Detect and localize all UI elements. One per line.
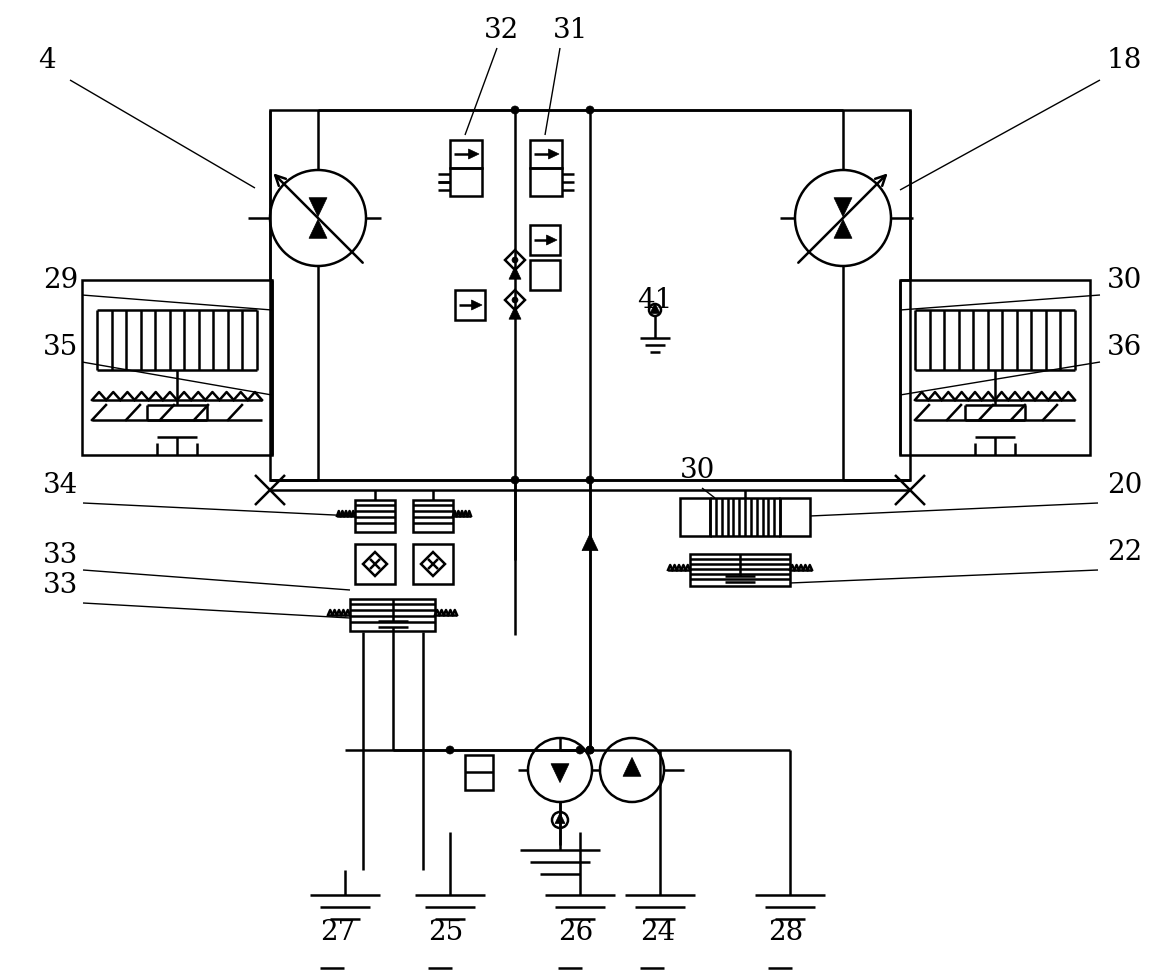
Polygon shape bbox=[555, 813, 565, 823]
Circle shape bbox=[511, 106, 519, 114]
Bar bbox=[270, 110, 909, 480]
Circle shape bbox=[586, 476, 594, 484]
Bar bbox=[690, 554, 790, 586]
Bar bbox=[350, 599, 435, 631]
Bar bbox=[413, 500, 454, 532]
Polygon shape bbox=[623, 757, 641, 776]
Text: 28: 28 bbox=[768, 919, 803, 946]
Text: 35: 35 bbox=[43, 334, 78, 361]
Bar bbox=[450, 140, 482, 168]
Text: 31: 31 bbox=[553, 17, 588, 44]
Text: 20: 20 bbox=[1107, 472, 1142, 499]
Polygon shape bbox=[471, 300, 482, 310]
Polygon shape bbox=[546, 235, 556, 245]
Text: 36: 36 bbox=[1107, 334, 1142, 361]
Polygon shape bbox=[505, 250, 525, 270]
Text: 22: 22 bbox=[1107, 539, 1142, 566]
Bar bbox=[465, 755, 493, 790]
Bar bbox=[530, 260, 560, 290]
Bar bbox=[82, 280, 272, 455]
Polygon shape bbox=[509, 307, 521, 319]
Polygon shape bbox=[309, 219, 327, 238]
Polygon shape bbox=[364, 552, 387, 576]
Polygon shape bbox=[833, 198, 852, 217]
Polygon shape bbox=[582, 534, 599, 551]
Circle shape bbox=[586, 106, 594, 114]
Circle shape bbox=[576, 746, 584, 754]
Polygon shape bbox=[833, 219, 852, 238]
Text: 26: 26 bbox=[558, 919, 593, 946]
Circle shape bbox=[552, 812, 568, 828]
Text: 34: 34 bbox=[43, 472, 78, 499]
Text: 41: 41 bbox=[637, 287, 672, 314]
Circle shape bbox=[512, 297, 518, 303]
Text: 33: 33 bbox=[43, 572, 78, 599]
Bar bbox=[450, 168, 482, 196]
Circle shape bbox=[795, 170, 891, 266]
Text: 25: 25 bbox=[428, 919, 463, 946]
Circle shape bbox=[512, 257, 518, 263]
Polygon shape bbox=[469, 149, 479, 159]
Circle shape bbox=[447, 746, 454, 754]
Bar bbox=[413, 544, 454, 584]
Text: 4: 4 bbox=[39, 47, 56, 74]
Polygon shape bbox=[309, 198, 327, 217]
Polygon shape bbox=[551, 764, 569, 783]
Bar bbox=[530, 225, 560, 255]
Bar bbox=[680, 498, 710, 536]
Text: 27: 27 bbox=[320, 919, 355, 946]
Text: 18: 18 bbox=[1107, 47, 1142, 74]
Bar bbox=[780, 498, 810, 536]
Circle shape bbox=[649, 304, 660, 316]
Text: 32: 32 bbox=[484, 17, 519, 44]
Text: 29: 29 bbox=[43, 267, 78, 294]
Bar bbox=[530, 140, 562, 168]
Polygon shape bbox=[650, 303, 660, 314]
Circle shape bbox=[528, 738, 592, 802]
Text: 30: 30 bbox=[680, 457, 715, 484]
Text: 33: 33 bbox=[43, 542, 78, 569]
Text: 30: 30 bbox=[1107, 267, 1142, 294]
Circle shape bbox=[270, 170, 366, 266]
Bar bbox=[455, 290, 485, 320]
Bar bbox=[355, 544, 395, 584]
Circle shape bbox=[586, 746, 594, 754]
Text: 24: 24 bbox=[639, 919, 676, 946]
Polygon shape bbox=[548, 149, 559, 159]
Bar bbox=[900, 280, 1090, 455]
Circle shape bbox=[511, 476, 519, 484]
Polygon shape bbox=[509, 267, 521, 280]
Circle shape bbox=[586, 746, 594, 754]
Circle shape bbox=[600, 738, 664, 802]
Polygon shape bbox=[421, 552, 445, 576]
Polygon shape bbox=[505, 290, 525, 310]
Bar bbox=[355, 500, 395, 532]
Bar bbox=[530, 168, 562, 196]
